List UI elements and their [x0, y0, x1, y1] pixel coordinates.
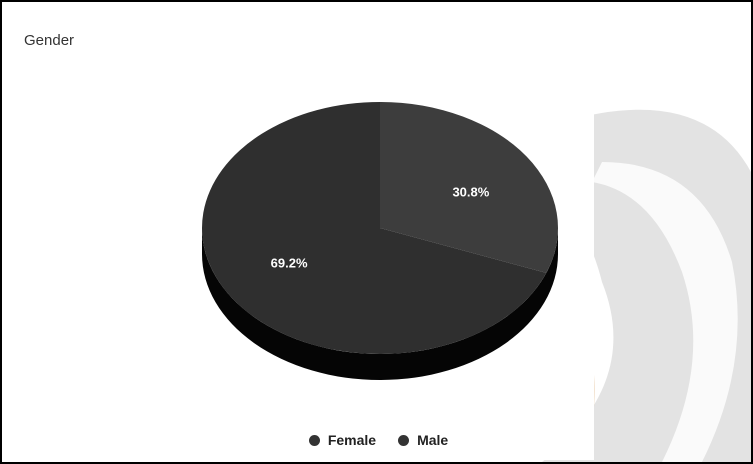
legend-label-male: Male [417, 432, 449, 448]
legend-marker-female [308, 434, 320, 446]
chart-title: Gender [24, 32, 75, 49]
legend-label-female: Female [327, 432, 377, 448]
pie-slice-male[interactable] [202, 102, 547, 354]
pie-side [202, 228, 558, 380]
chart-legend: Female Male [2, 432, 751, 448]
legend-item-male[interactable]: Male [398, 432, 448, 448]
legend-item-female[interactable]: Female [308, 432, 377, 448]
slice-label-female: 30.8% [452, 184, 489, 199]
legend-marker-male [398, 434, 410, 446]
pie-slice-female[interactable] [380, 102, 558, 273]
slice-label-male: 69.2% [271, 256, 308, 271]
